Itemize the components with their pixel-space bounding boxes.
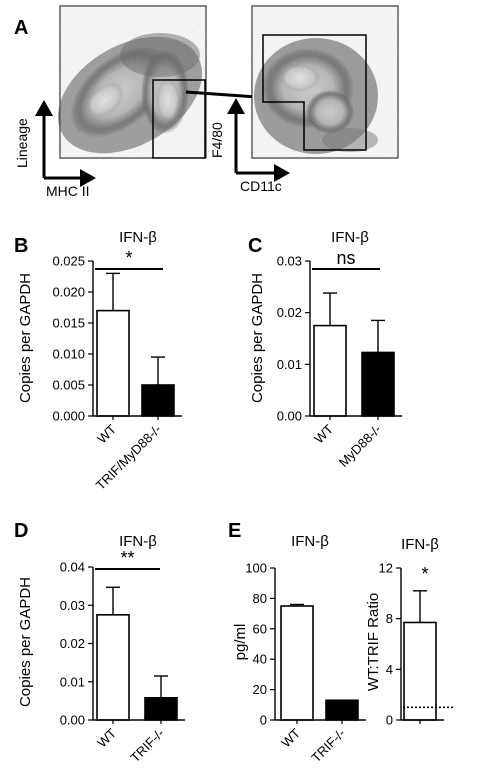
flow-plot-1-gate (152, 79, 206, 159)
x-tick-label: TRIF-/- (127, 726, 167, 766)
flow-plot-1-y-label: Lineage (14, 118, 30, 168)
y-tick-label: 0.000 (52, 409, 85, 424)
panel-label-e: E (228, 520, 241, 542)
bar (141, 384, 175, 417)
gate-transfer-arrow (185, 90, 257, 99)
flow-plot-2-x-arrow-icon (274, 164, 290, 182)
y-tick-label: 0.00 (60, 713, 85, 728)
y-axis-label: pg/ml (232, 624, 249, 661)
y-tick-label: 4 (386, 662, 393, 677)
chart-e-ratio: IFN-β WT:TRIF Ratio 0 4 8 12 * (365, 536, 453, 728)
y-tick-label: 80 (253, 591, 267, 606)
panel-label-c: C (248, 235, 262, 257)
y-tick-label: 0.02 (277, 305, 302, 320)
flow-plot-1-x-label: MHC II (46, 183, 90, 199)
x-tick-label: WT (94, 725, 119, 750)
y-tick-label: 12 (379, 561, 393, 576)
x-tick-label: TRIF-/- (308, 726, 348, 766)
flow-plot-2-gate (262, 34, 367, 151)
significance-label: ns (336, 248, 355, 268)
x-tick-label: WT (278, 725, 303, 750)
chart-b: IFN-β Copies per GAPDH 0.000 0.005 0.010 0.01… (17, 229, 182, 493)
chart-title: IFN-β (331, 229, 369, 246)
y-tick-label: 0.010 (52, 347, 85, 362)
y-tick-label: 0.04 (60, 560, 85, 575)
x-tick-label: WT (311, 421, 336, 446)
significance-label: * (125, 248, 132, 268)
chart-title: IFN-β (291, 533, 329, 550)
y-tick-label: 0.020 (52, 285, 85, 300)
y-tick-label: 100 (245, 561, 267, 576)
significance-label: ** (120, 548, 134, 568)
chart-title: IFN-β (119, 533, 157, 550)
bar (313, 324, 347, 417)
flow-plot-2-y-arrow-icon (227, 98, 245, 114)
y-tick-label: 0.03 (60, 598, 85, 613)
y-tick-label: 40 (253, 652, 267, 667)
y-tick-label: 0.02 (60, 636, 85, 651)
flow-plot-2-x-label: CD11c (240, 178, 282, 194)
bar (280, 605, 314, 721)
bar (325, 699, 359, 721)
flow-plot-1-x-arrow-icon (80, 169, 96, 187)
chart-d: IFN-β Copies per GAPDH 0.00 0.01 0.02 0.03 0.0… (17, 533, 185, 765)
panel-label-d: D (14, 520, 28, 542)
y-tick-label: 0.01 (277, 357, 302, 372)
y-tick-label: 20 (253, 682, 267, 697)
y-tick-label: 0.01 (60, 674, 85, 689)
x-tick-label: MyD88-/- (336, 422, 384, 470)
bar (361, 351, 395, 417)
y-tick-label: 8 (386, 611, 393, 626)
bar (96, 309, 130, 417)
flow-plot-1-density (57, 6, 206, 158)
y-tick-label: 0 (386, 713, 393, 728)
panel-label-a: A (14, 17, 28, 39)
flow-plot-1: Lineage MHC II (14, 5, 207, 199)
bar (96, 614, 130, 721)
flow-plot-1-y-arrow-icon (35, 100, 53, 116)
bar (144, 697, 178, 721)
y-axis-label: WT:TRIF Ratio (365, 593, 382, 691)
chart-e-concentration: IFN-β pg/ml 0 20 40 60 80 100 WT TRIF-/- (232, 533, 366, 765)
y-tick-label: 0.03 (277, 254, 302, 269)
chart-title: IFN-β (401, 536, 439, 553)
y-tick-label: 0 (260, 713, 267, 728)
significance-label: * (421, 564, 428, 584)
y-axis-label: Copies per GAPDH (17, 577, 34, 707)
y-tick-label: 0.005 (52, 378, 85, 393)
y-tick-label: 60 (253, 621, 267, 636)
y-tick-label: 0.00 (277, 409, 302, 424)
panel-label-b: B (14, 235, 28, 257)
y-axis-label: Copies per GAPDH (249, 273, 266, 403)
y-tick-label: 0.015 (52, 316, 85, 331)
flow-plot-2-density (252, 6, 398, 158)
y-axis-label: Copies per GAPDH (17, 273, 34, 403)
chart-title: IFN-β (119, 229, 157, 246)
x-tick-label: WT (94, 421, 119, 446)
flow-plot-2: F4/80 CD11c (209, 5, 399, 194)
flow-plot-2-y-label: F4/80 (209, 122, 225, 158)
bar (403, 621, 437, 721)
chart-c: IFN-β Copies per GAPDH 0.00 0.01 0.02 0.03 WT M… (249, 229, 402, 470)
y-tick-label: 0.025 (52, 254, 85, 269)
